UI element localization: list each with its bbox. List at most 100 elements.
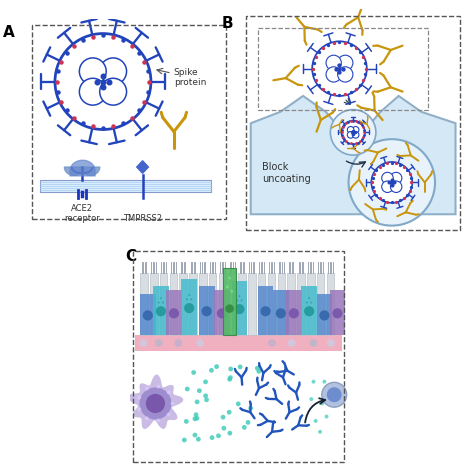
Bar [199,273,207,335]
Circle shape [156,306,166,316]
Circle shape [145,416,149,420]
Circle shape [171,401,174,405]
Circle shape [209,368,214,373]
Circle shape [240,300,243,301]
Circle shape [382,173,393,184]
Circle shape [327,387,342,402]
Polygon shape [137,161,148,173]
Circle shape [192,433,197,438]
Circle shape [194,416,200,420]
Bar [287,273,295,335]
Circle shape [169,308,179,319]
Bar [258,273,265,335]
Circle shape [194,412,199,417]
Polygon shape [64,167,83,175]
Circle shape [156,384,160,389]
Circle shape [55,34,151,129]
Circle shape [310,301,312,304]
Text: B: B [221,16,233,31]
Circle shape [337,67,353,82]
Circle shape [341,120,365,144]
Circle shape [337,55,353,71]
Circle shape [326,55,341,71]
Bar [301,286,317,335]
Circle shape [185,387,190,392]
Circle shape [197,388,202,393]
Circle shape [348,139,435,226]
Circle shape [160,297,162,299]
Circle shape [311,380,316,383]
Circle shape [228,431,232,436]
Circle shape [143,310,153,320]
Bar [327,273,334,335]
Circle shape [196,437,201,442]
Text: ACE2
receptor: ACE2 receptor [64,204,100,223]
Circle shape [268,339,276,347]
Circle shape [188,294,191,296]
Circle shape [238,295,240,297]
Circle shape [260,306,271,316]
Circle shape [310,397,313,401]
Circle shape [347,132,354,138]
Circle shape [326,67,341,82]
Circle shape [190,298,192,301]
Bar [180,273,187,335]
Circle shape [182,438,187,442]
Circle shape [227,410,232,415]
Circle shape [391,173,402,184]
Circle shape [216,433,221,438]
Circle shape [352,132,359,138]
Bar [286,290,302,335]
Circle shape [312,41,367,96]
Bar [297,273,305,335]
Circle shape [217,308,227,319]
Circle shape [230,290,233,293]
Circle shape [195,400,200,404]
Circle shape [322,380,327,383]
Circle shape [184,419,189,424]
Circle shape [236,401,241,406]
Bar [219,273,226,335]
Circle shape [310,339,318,347]
Text: TMPRSS2: TMPRSS2 [123,214,162,223]
Circle shape [139,339,147,347]
Bar [214,290,230,335]
Bar [182,279,197,335]
Circle shape [382,181,393,192]
Circle shape [201,306,212,316]
Circle shape [246,420,250,425]
Circle shape [145,387,149,391]
Circle shape [322,383,346,407]
Circle shape [256,369,261,374]
Circle shape [330,109,376,155]
Circle shape [203,380,208,384]
Bar [166,290,182,335]
Bar [257,27,428,109]
Bar [231,282,247,335]
Bar [223,268,236,335]
Bar [189,273,197,335]
Bar [150,273,157,335]
Circle shape [391,181,402,192]
Circle shape [318,430,322,434]
Bar [199,286,215,335]
Circle shape [157,301,160,304]
Bar [258,286,273,335]
Text: C: C [125,249,136,264]
Polygon shape [81,167,100,175]
Circle shape [191,370,196,375]
Bar [307,273,315,335]
Circle shape [210,435,214,440]
Circle shape [100,78,127,105]
Circle shape [186,298,188,301]
Circle shape [227,377,232,382]
Circle shape [228,375,233,380]
Circle shape [196,339,204,347]
Circle shape [226,285,229,288]
Bar [40,180,211,192]
Bar [317,273,324,335]
Circle shape [347,127,354,133]
Circle shape [352,127,359,133]
Bar [153,286,169,335]
Text: Spike
protein: Spike protein [174,68,206,87]
